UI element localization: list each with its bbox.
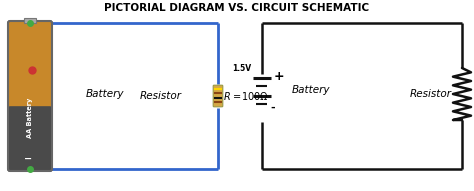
Text: PICTORIAL DIAGRAM VS. CIRCUIT SCHEMATIC: PICTORIAL DIAGRAM VS. CIRCUIT SCHEMATIC bbox=[104, 3, 370, 13]
Text: Battery: Battery bbox=[86, 89, 124, 99]
Bar bbox=[24, 18, 36, 23]
Text: Resistor: Resistor bbox=[140, 91, 182, 101]
FancyBboxPatch shape bbox=[9, 22, 52, 109]
Text: AA Battery: AA Battery bbox=[27, 98, 33, 138]
FancyBboxPatch shape bbox=[213, 85, 223, 107]
Text: $R$ =100Ω: $R$ =100Ω bbox=[223, 90, 269, 102]
Text: Battery: Battery bbox=[292, 85, 330, 95]
Text: 1.5V: 1.5V bbox=[232, 64, 251, 73]
Text: +: + bbox=[274, 70, 284, 83]
Text: -: - bbox=[271, 103, 275, 113]
FancyBboxPatch shape bbox=[9, 106, 52, 171]
Text: −: − bbox=[24, 154, 32, 164]
Text: Resistor: Resistor bbox=[410, 89, 452, 99]
